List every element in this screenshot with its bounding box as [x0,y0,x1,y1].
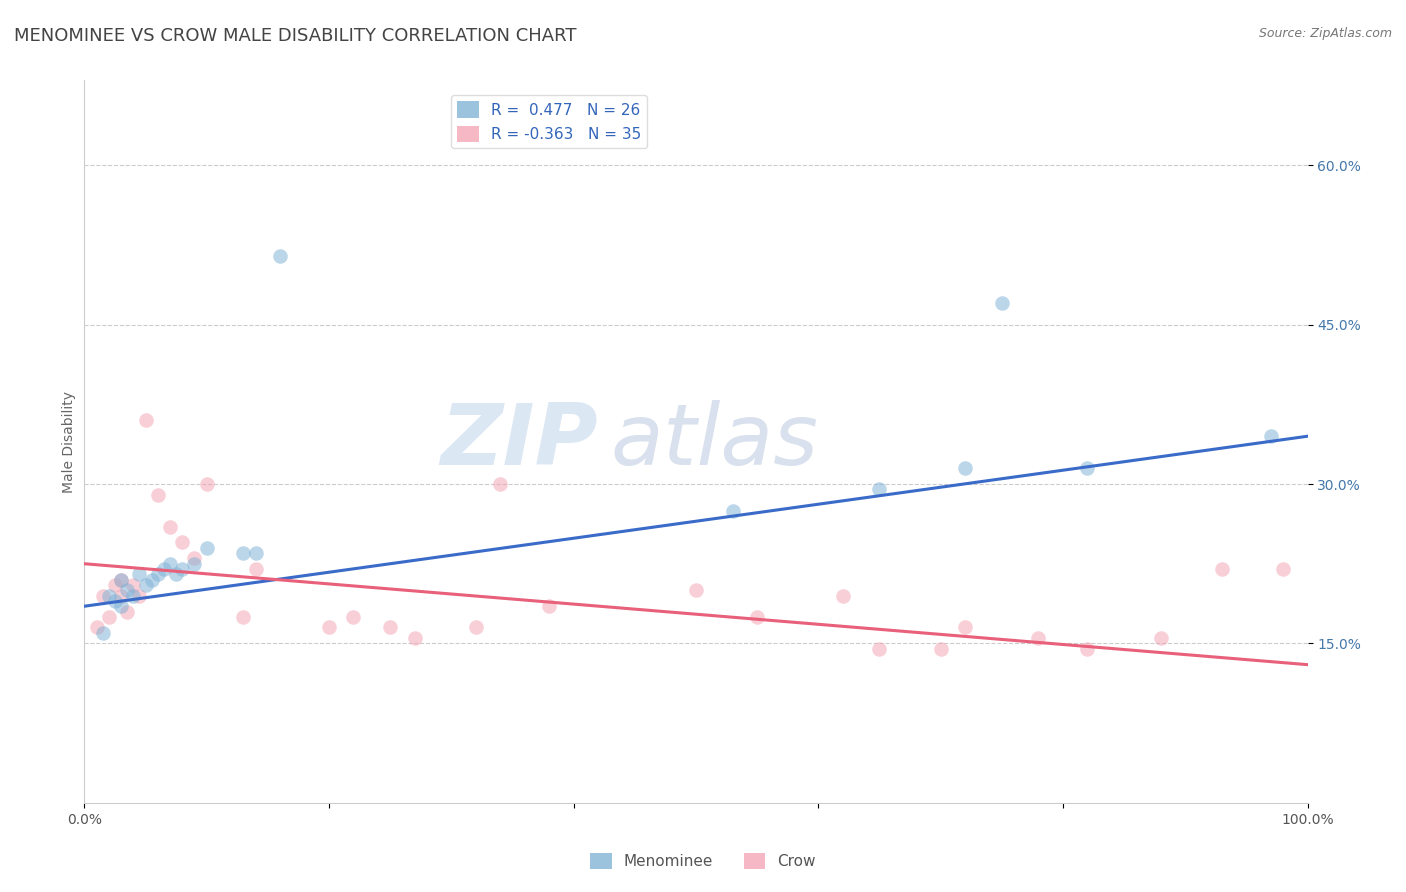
Point [232,546,254,560]
Legend: R =  0.477   N = 26, R = -0.363   N = 35: R = 0.477 N = 26, R = -0.363 N = 35 [451,95,647,148]
Point [1260,429,1282,443]
Point [183,551,205,566]
Point [269,249,291,263]
Point [128,589,150,603]
Point [97,589,120,603]
Point [110,573,132,587]
Point [91,589,114,603]
Point [1028,631,1050,645]
Point [195,541,218,555]
Text: ZIP: ZIP [440,400,598,483]
Point [747,610,769,624]
Point [172,535,194,549]
Point [86,620,108,634]
Point [869,483,891,497]
Point [115,605,138,619]
Point [146,488,169,502]
Point [953,461,976,475]
Point [1211,562,1233,576]
Point [1076,641,1098,656]
Point [342,610,364,624]
Point [685,583,707,598]
Point [232,610,254,624]
Text: MENOMINEE VS CROW MALE DISABILITY CORRELATION CHART: MENOMINEE VS CROW MALE DISABILITY CORREL… [14,27,576,45]
Point [538,599,561,614]
Point [115,583,138,598]
Point [991,296,1014,310]
Point [110,599,132,614]
Point [146,567,169,582]
Point [953,620,976,634]
Point [128,567,150,582]
Point [245,546,267,560]
Point [721,503,744,517]
Point [1150,631,1173,645]
Point [104,594,127,608]
Point [104,578,127,592]
Text: atlas: atlas [610,400,818,483]
Point [110,589,132,603]
Point [91,625,114,640]
Point [153,562,176,576]
Text: Source: ZipAtlas.com: Source: ZipAtlas.com [1258,27,1392,40]
Point [404,631,426,645]
Point [183,557,205,571]
Point [97,610,120,624]
Point [869,641,891,656]
Point [110,573,132,587]
Point [489,477,512,491]
Point [380,620,402,634]
Point [122,578,145,592]
Point [135,413,157,427]
Point [1272,562,1295,576]
Point [929,641,952,656]
Point [141,573,163,587]
Point [1076,461,1098,475]
Point [159,519,181,533]
Legend: Menominee, Crow: Menominee, Crow [583,847,823,875]
Point [159,557,181,571]
Point [318,620,340,634]
Point [245,562,267,576]
Y-axis label: Male Disability: Male Disability [62,391,76,492]
Point [165,567,187,582]
Point [831,589,853,603]
Point [195,477,218,491]
Point [122,589,145,603]
Point [172,562,194,576]
Point [464,620,486,634]
Point [135,578,157,592]
